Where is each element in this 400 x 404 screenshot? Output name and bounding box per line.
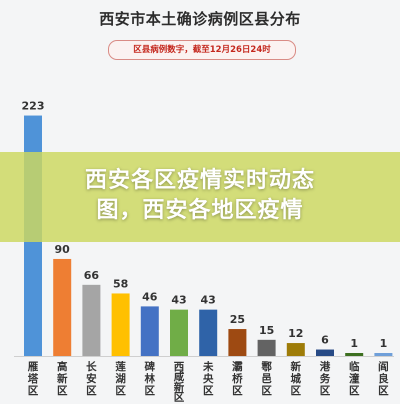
bar-10 bbox=[286, 343, 305, 356]
data-label-3: 66 bbox=[84, 269, 100, 282]
category-label-13: 阎良区 bbox=[378, 360, 389, 397]
data-label-13: 1 bbox=[380, 337, 388, 350]
caption-line-2: 图，西安各地区疫情 bbox=[96, 198, 304, 223]
category-label-4: 莲湖区 bbox=[115, 360, 126, 397]
bar-5 bbox=[140, 306, 159, 356]
bar-6 bbox=[170, 309, 188, 356]
bar-3 bbox=[82, 284, 101, 356]
caption-banner bbox=[0, 152, 400, 242]
caption-banner-text: 西安各区疫情实时动态 图，西安各地区疫情 bbox=[0, 152, 400, 242]
data-label-11: 6 bbox=[321, 334, 329, 347]
bar-11 bbox=[316, 349, 334, 356]
bar-9 bbox=[257, 339, 276, 356]
category-label-12: 临潼区 bbox=[349, 360, 360, 397]
data-label-4: 58 bbox=[113, 277, 128, 290]
category-label-3: 长安区 bbox=[86, 360, 97, 397]
category-label-5: 碑林区 bbox=[145, 360, 156, 397]
chart-title: 西安市本土确诊病例区县分布 bbox=[99, 10, 301, 28]
data-label-7: 43 bbox=[201, 294, 216, 307]
data-label-12: 1 bbox=[350, 337, 358, 350]
bar-4 bbox=[111, 293, 130, 356]
bar-8 bbox=[228, 329, 247, 356]
data-label-9: 15 bbox=[259, 324, 274, 337]
category-label-2: 高新区 bbox=[57, 360, 68, 397]
data-label-8: 25 bbox=[230, 313, 245, 326]
data-label-1: 223 bbox=[22, 100, 45, 113]
data-label-6: 43 bbox=[171, 294, 186, 307]
data-label-5: 46 bbox=[142, 290, 158, 303]
chart-subtitle: 区县病例数字，截至12月26日24时 bbox=[108, 40, 296, 60]
category-label-1: 雁塔区 bbox=[28, 361, 39, 397]
bar-7 bbox=[199, 309, 218, 356]
category-label-10: 新城区 bbox=[291, 360, 302, 397]
caption-line-1: 西安各区疫情实时动态 bbox=[84, 168, 315, 193]
data-label-2: 90 bbox=[55, 243, 71, 256]
category-label-8: 灞桥区 bbox=[232, 360, 243, 397]
data-label-10: 12 bbox=[288, 327, 303, 340]
category-label-11: 港务区 bbox=[320, 360, 331, 397]
bar-2 bbox=[53, 258, 72, 356]
category-label-9: 鄠邑区 bbox=[261, 361, 272, 397]
category-label-6: 西咸新区 bbox=[174, 361, 185, 404]
bar-13 bbox=[374, 353, 393, 356]
category-label-7: 未央区 bbox=[202, 360, 214, 397]
bar-12 bbox=[345, 353, 364, 356]
